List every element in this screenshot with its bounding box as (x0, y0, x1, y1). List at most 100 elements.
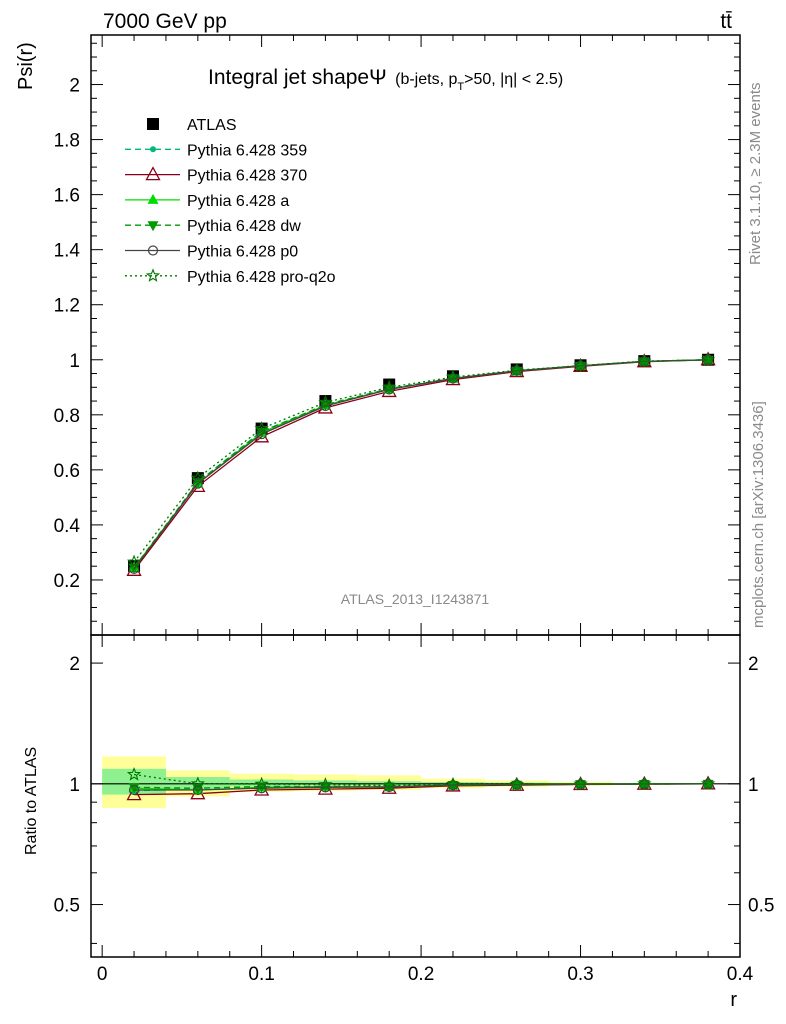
main-point (382, 379, 397, 394)
ratio-point (509, 776, 524, 791)
legend-label: Pythia 6.428 370 (187, 168, 307, 185)
main-point (447, 373, 459, 384)
process-label: tt̄ (720, 10, 732, 33)
xtick-label: 0.3 (567, 964, 593, 985)
ratio-ytick-label-right: 2 (748, 654, 759, 675)
main-point (318, 394, 333, 409)
ratio-point (573, 776, 588, 791)
xtick-label: 0.2 (408, 964, 434, 985)
main-point (637, 353, 652, 368)
chart-title-detail: (b-jets, p (395, 71, 457, 88)
main-series-line (133, 359, 709, 568)
main-ytick-label: 0.8 (54, 406, 80, 427)
main-ylabel: Psi(r) (15, 42, 37, 90)
ratio-point (254, 776, 269, 791)
ratio-series-line (134, 773, 709, 787)
main-point (700, 352, 716, 366)
legend-marker (147, 118, 159, 130)
ratio-panel: 0.5 0.5 1 1 2 2 0 0.1 0.2 0.3 0.4 Ratio to ATLAS r (23, 634, 774, 1011)
main-ytick-label: 2 (69, 76, 80, 97)
legend-label: ATLAS (187, 117, 237, 134)
ratio-point (511, 780, 523, 791)
legend-marker (145, 166, 161, 181)
ratio-point (511, 779, 522, 790)
ratio-series-line (134, 783, 709, 789)
main-panel: 0.2 0.4 0.6 0.8 1 1.2 1.4 1.6 1.8 2 Psi(r) Integr… (15, 34, 741, 636)
ratio-point (320, 782, 331, 793)
legend-marker (145, 268, 161, 282)
ratio-ytick-label-left: 2 (69, 654, 80, 675)
legend-entry-5: Pythia 6.428 p0 (125, 244, 298, 261)
ratio-series-line (134, 783, 709, 791)
legend: ATLAS Pythia 6.428 359 Pythia 6.428 370 Pyt… (125, 117, 336, 286)
main-point (575, 360, 586, 371)
ratio-point (447, 780, 459, 791)
main-series-5 (128, 354, 714, 575)
ratio-point (382, 778, 397, 792)
main-point (573, 358, 588, 372)
ratio-point (445, 776, 461, 791)
chart-title-detail-rest: >50, |η| < 2.5) (464, 71, 563, 88)
main-ytick-label: 1.6 (54, 186, 80, 207)
main-point (575, 361, 587, 372)
xtick-label: 0.1 (248, 964, 274, 985)
main-point (445, 369, 461, 384)
mcplots-label: mcplots.cern.ch [arXiv:1306.3436] (750, 401, 767, 628)
main-point (511, 365, 522, 376)
legend-entry-6: Pythia 6.428 pro-q2o (125, 268, 336, 286)
legend-label: Pythia 6.428 a (187, 193, 289, 210)
ratio-ytick-label-right: 1 (748, 775, 759, 796)
legend-entry-3: Pythia 6.428 a (125, 193, 289, 210)
main-point (190, 470, 205, 485)
ratio-point (190, 776, 205, 790)
analysis-label: ATLAS_2013_I1243871 (341, 591, 490, 607)
main-ytick-label: 0.6 (54, 461, 80, 482)
legend-entry-2: Pythia 6.428 370 (125, 166, 307, 185)
main-point (638, 357, 650, 368)
ratio-stat-band (165, 776, 230, 790)
legend-label: Pythia 6.428 p0 (187, 244, 298, 261)
main-series-4 (128, 355, 714, 574)
main-point (192, 478, 203, 489)
rivet-version-label: Rivet 3.1.10, ≥ 2.3M events (747, 83, 764, 266)
ratio-point (447, 781, 459, 792)
main-ytick-label: 0.4 (54, 516, 81, 537)
main-point (509, 362, 524, 377)
main-point (126, 554, 142, 569)
chart-title-subscript: T (457, 81, 464, 93)
legend-marker (147, 245, 159, 256)
ratio-point (318, 777, 333, 791)
xtick-label: 0.4 (727, 964, 754, 985)
ratio-point (700, 776, 716, 790)
ratio-point (384, 781, 395, 793)
main-series-3 (128, 353, 714, 572)
ratio-point (192, 784, 203, 796)
ratio-point (638, 779, 650, 790)
ratio-ytick-label-right: 0.5 (748, 896, 774, 917)
ratio-point (256, 783, 267, 794)
main-point (320, 400, 331, 412)
chart-title: Integral jet shapeΨ (b-jets, pT>50, |η| … (208, 66, 563, 93)
legend-entry-1: Pythia 6.428 359 (125, 142, 307, 159)
ratio-frame (90, 634, 741, 958)
ratio-ytick-label-left: 0.5 (54, 896, 80, 917)
main-series-6 (126, 352, 716, 569)
main-series-line (133, 359, 709, 568)
energy-label: 7000 GeV pp (103, 10, 227, 33)
main-series-2 (126, 351, 716, 576)
main-point (256, 428, 267, 440)
xtick-label: 0 (97, 964, 108, 985)
main-series-0 (128, 353, 715, 573)
ratio-point (128, 784, 140, 796)
main-point (384, 384, 395, 395)
main-series-1 (131, 356, 712, 572)
main-ytick-label: 1.4 (54, 241, 81, 262)
ratio-point (575, 780, 587, 791)
ratio-series-5 (126, 766, 716, 792)
main-series-line (133, 359, 709, 563)
ratio-ylabel: Ratio to ATLAS (23, 747, 40, 855)
main-ytick-label: 0.2 (54, 571, 80, 592)
main-point (254, 421, 269, 435)
legend-marker (147, 221, 159, 232)
